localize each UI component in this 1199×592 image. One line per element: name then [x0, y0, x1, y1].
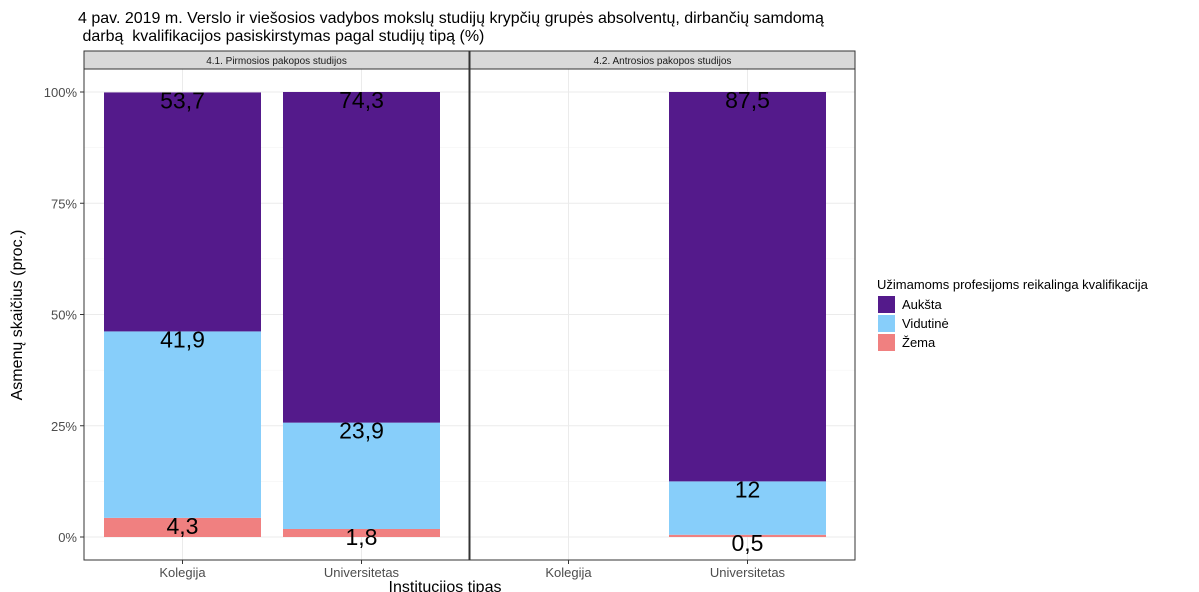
- panel-strip: [83, 50, 470, 70]
- legend-item-label: Vidutinė: [902, 316, 949, 331]
- legend-key: [878, 296, 895, 313]
- legend-key: [878, 334, 895, 351]
- panel-strip-label: 4.2. Antrosios pakopos studijos: [594, 56, 732, 67]
- x-tick-label: Kolegija: [159, 565, 206, 580]
- legend-key: [878, 315, 895, 332]
- bar-segment: [283, 422, 440, 529]
- panel-strip-label: 4.1. Pirmosios pakopos studijos: [206, 56, 347, 67]
- chart-title-line-2: darbą kvalifikacijos pasiskirstymas paga…: [78, 28, 484, 45]
- y-tick-label: 75%: [51, 196, 77, 211]
- bar-segment: [669, 534, 826, 537]
- bar-data-label: 87,5: [725, 87, 770, 113]
- bar-data-label: 53,7: [160, 87, 205, 113]
- bar-segment: [283, 92, 440, 423]
- bar-data-label: 4,3: [167, 513, 199, 539]
- bar-segment: [104, 517, 261, 537]
- y-tick-label: 25%: [51, 419, 77, 434]
- legend-title: Užimamoms profesijoms reikalinga kvalifi…: [877, 277, 1149, 292]
- y-tick-label: 50%: [51, 308, 77, 323]
- bar-segment: [283, 528, 440, 537]
- bar-data-label: 74,3: [339, 87, 384, 113]
- x-tick-label: Universitetas: [324, 565, 400, 580]
- chart-title-line-1: 4 pav. 2019 m. Verslo ir viešosios vadyb…: [78, 10, 824, 27]
- bar-segment: [669, 92, 826, 482]
- panel-2: 0,5 12 87,5 4.2. Antrosios pakopos studijos: [469, 50, 856, 561]
- panel-strip: [469, 50, 856, 70]
- bar-data-label: 41,9: [160, 326, 205, 352]
- x-tick-label: Universitetas: [710, 565, 786, 580]
- bar-data-label: 23,9: [339, 418, 384, 444]
- y-tick-label: 0%: [58, 530, 77, 545]
- y-axis: 0% 25% 50% 75% 100%: [44, 85, 84, 545]
- bar-segment: [669, 481, 826, 535]
- bar-data-label: 1,8: [346, 524, 378, 550]
- legend-item-label: Žema: [902, 335, 936, 350]
- y-axis-title: Asmenų skaičius (proc.): [9, 230, 26, 401]
- legend-item-label: Aukšta: [902, 297, 943, 312]
- x-axis-title: Institucijos tipas: [389, 579, 502, 592]
- bar-segment: [104, 92, 261, 332]
- bar-segment: [104, 331, 261, 518]
- panel-1: 4,3 41,9 53,7 1,8 23,9 74,3 4.1. Pirmosios pak…: [83, 50, 470, 561]
- legend: Užimamoms profesijoms reikalinga kvalifi…: [877, 277, 1149, 351]
- chart-panels: 4,3 41,9 53,7 1,8 23,9 74,3 4.1. Pirmosios pak…: [83, 50, 856, 561]
- bar-data-label: 12: [735, 476, 761, 502]
- y-tick-label: 100%: [44, 85, 78, 100]
- bar-data-label: 0,5: [732, 530, 764, 556]
- x-tick-label: Kolegija: [545, 565, 592, 580]
- x-axis: Kolegija Universitetas Kolegija Universitet…: [159, 560, 786, 580]
